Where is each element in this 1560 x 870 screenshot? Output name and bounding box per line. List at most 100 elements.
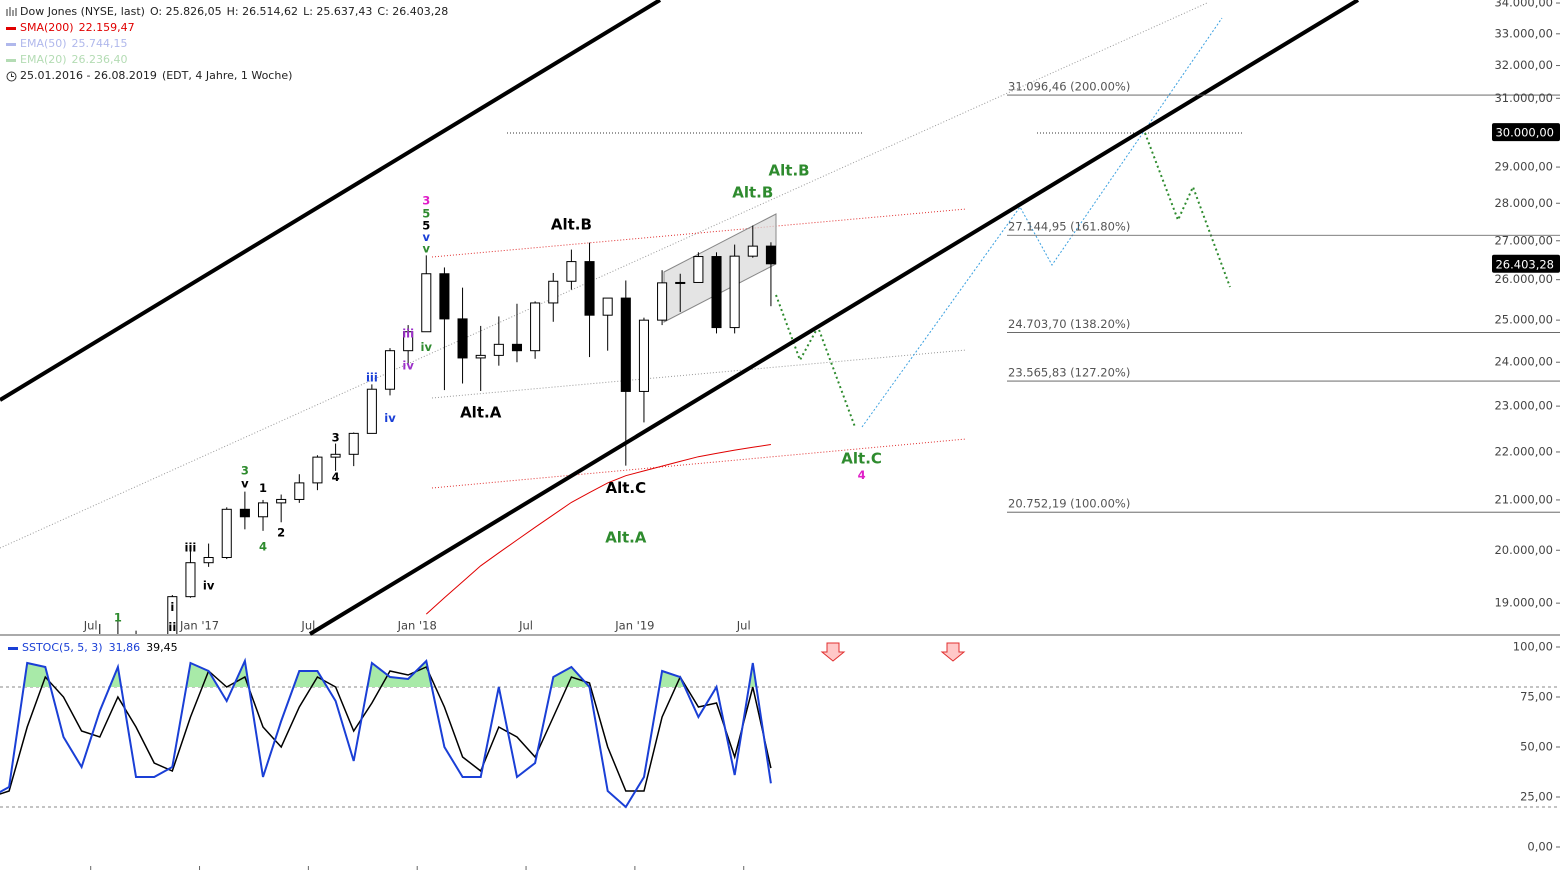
channel-line xyxy=(431,208,967,258)
sell-arrow xyxy=(940,642,966,662)
chart-icon xyxy=(6,7,17,16)
ohlc: H: 26.514,62 xyxy=(226,5,299,18)
ohlc: C: 26.403,28 xyxy=(377,5,449,18)
ohlc: O: 25.826,05 xyxy=(149,5,222,18)
y-tick-label: 27.000,00 xyxy=(1494,233,1553,247)
candle-body xyxy=(366,388,377,434)
trend-line xyxy=(0,0,662,402)
wave-label: iv xyxy=(402,359,414,373)
wave-label: Alt.B xyxy=(732,183,773,201)
candle-body xyxy=(548,280,559,304)
wave-label: Alt.B xyxy=(769,161,810,179)
y-tick-label: 32.000,00 xyxy=(1494,58,1553,72)
x-tick-label: Jul xyxy=(736,619,751,633)
wave-label: 3 xyxy=(422,194,430,208)
wave-label: 3 xyxy=(241,463,249,477)
y-tick-label: 20.000,00 xyxy=(1494,543,1553,557)
candle-body xyxy=(457,318,468,359)
wave-label: iv xyxy=(384,411,396,425)
x-tick-label: Jan '17 xyxy=(179,619,219,633)
wave-label: Alt.A xyxy=(605,528,647,546)
y-tick-label: 31.000,00 xyxy=(1494,91,1553,105)
fib-label: 24.703,70 (138.20%) xyxy=(1008,317,1130,331)
price-marker xyxy=(1492,123,1560,142)
candle-body xyxy=(203,556,214,564)
wave-label: 3 xyxy=(332,430,340,444)
oscillator-line xyxy=(0,657,772,809)
wave-label: 5 xyxy=(422,218,430,232)
candle-body xyxy=(421,273,432,333)
wave-label: v xyxy=(241,476,249,490)
y-tick-label: 100,00 xyxy=(1513,640,1553,654)
candle-body xyxy=(638,319,649,392)
wave-label: v xyxy=(423,241,431,255)
x-tick-label: Jan '19 xyxy=(614,619,654,633)
candle-body xyxy=(584,261,595,316)
candle-body xyxy=(403,331,414,352)
candle-body xyxy=(5,748,14,751)
candle-body xyxy=(167,596,178,634)
legend-name: EMA(20) xyxy=(20,53,67,66)
candle-body xyxy=(384,350,396,390)
legend-name: EMA(50) xyxy=(20,37,67,50)
wave-label: iv xyxy=(203,578,215,592)
y-tick-label: 34.000,00 xyxy=(1494,0,1553,10)
legend-name: SSTOC(5, 5, 3) xyxy=(22,641,103,654)
wave-label: Alt.B xyxy=(551,215,592,233)
axes: 34.000,00 33.000,00 32.000,00 31.000,00 30.0… xyxy=(83,0,1560,870)
y-tick-label: 22.000,00 xyxy=(1494,444,1553,458)
candle-body xyxy=(475,354,486,359)
chart-title: Dow Jones (NYSE, last) xyxy=(20,5,145,18)
y-tick-label: 25,00 xyxy=(1520,790,1553,804)
legend-value: 26.236,40 xyxy=(71,53,128,66)
y-tick-label: 19.000,00 xyxy=(1494,596,1553,610)
legend-swatch xyxy=(6,58,16,62)
y-tick-label: 21.000,00 xyxy=(1494,492,1553,506)
period: 25.01.2016 - 26.08.2019 xyxy=(20,69,157,82)
wave-label: 5 xyxy=(422,206,430,220)
oscillator-panel xyxy=(0,657,1560,809)
wave-label: Alt.C xyxy=(841,450,882,468)
candle-body xyxy=(348,432,359,455)
period-note: (EDT, 4 Jahre, 1 Woche) xyxy=(161,69,293,82)
price-panel: 31.096,46 (200.00%)27.144,95 (161.80%)24… xyxy=(5,80,1560,751)
wave-label: Alt.C xyxy=(605,479,646,497)
candle-body xyxy=(330,453,341,458)
candle-body xyxy=(239,508,250,518)
legend-swatch xyxy=(6,26,16,30)
candle-body xyxy=(693,256,704,283)
y-tick-label: 33.000,00 xyxy=(1494,26,1553,40)
legend-name: SMA(200) xyxy=(20,21,74,34)
candle-body xyxy=(530,302,541,352)
legend-value: 25.744,15 xyxy=(71,37,128,50)
fib-label: 23.565,83 (127.20%) xyxy=(1008,366,1130,380)
clock-icon xyxy=(6,71,17,81)
candle-body xyxy=(747,245,758,257)
candle-body xyxy=(221,508,232,558)
candle-body xyxy=(59,671,68,672)
wave-label: iii xyxy=(402,326,414,340)
oscillator-legend: SSTOC(5, 5, 3) 31,86 39,45 xyxy=(8,641,184,654)
candle-body xyxy=(276,498,287,504)
wave-label: iv xyxy=(421,340,433,354)
header-row: Dow Jones (NYSE, last) O: 25.826,05 H: 26.… xyxy=(6,4,453,20)
projection-path xyxy=(775,294,856,428)
candle-body xyxy=(185,562,196,598)
y-tick-label: 50,00 xyxy=(1520,740,1553,754)
candle-body xyxy=(602,297,613,316)
y-tick-label: 29.000,00 xyxy=(1494,160,1553,174)
overbought-fill xyxy=(0,661,771,687)
candle-body xyxy=(439,273,450,320)
x-tick-label: Jul xyxy=(83,619,98,633)
wave-label: 4 xyxy=(332,470,340,484)
price-marker-label: 30.000,00 xyxy=(1495,126,1554,140)
y-tick-label: 25.000,00 xyxy=(1494,313,1553,327)
y-tick-label: 24.000,00 xyxy=(1494,355,1553,369)
fib-label: 31.096,46 (200.00%) xyxy=(1008,80,1130,94)
y-tick-label: 28.000,00 xyxy=(1494,196,1553,210)
drawings xyxy=(0,0,1560,662)
oscillator-line xyxy=(0,666,772,795)
legend-value: 31,86 xyxy=(108,641,141,654)
